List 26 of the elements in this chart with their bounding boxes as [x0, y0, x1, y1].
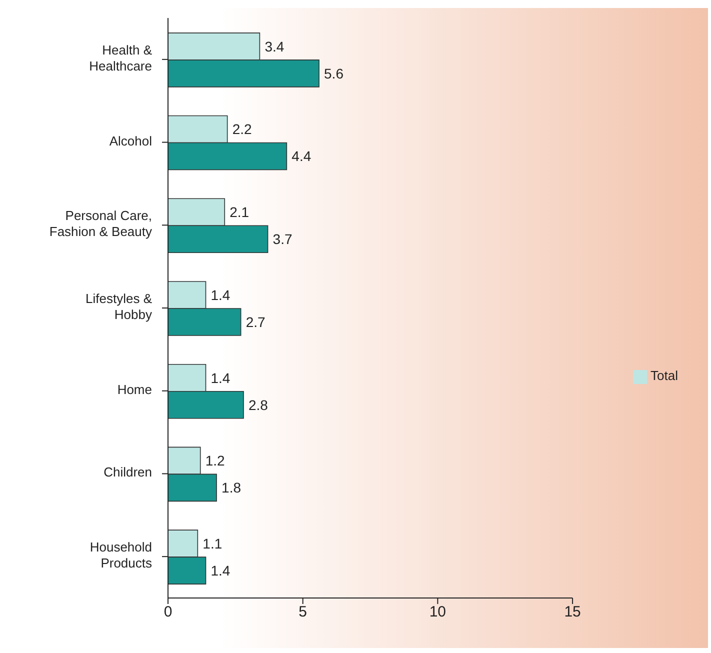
data-label: 4.4 — [292, 148, 312, 164]
data-label: 1.2 — [205, 452, 226, 469]
y-tick-label: Alcohol — [109, 134, 152, 149]
x-tick-label: 10 — [429, 604, 446, 621]
data-label: 3.7 — [272, 231, 292, 248]
data-label: 2.8 — [248, 396, 268, 413]
y-tick-label: Health & Healthcare — [89, 42, 152, 74]
x-tick-label: 5 — [298, 604, 308, 621]
y-tick-label: Lifestyles & Hobby — [86, 291, 152, 322]
data-label: 5.6 — [324, 65, 344, 82]
data-label: 1.4 — [210, 562, 230, 579]
data-label: 1.4 — [210, 286, 230, 303]
data-label: 3.4 — [264, 38, 284, 54]
data-label: 2.7 — [246, 314, 266, 330]
data-label: 2.1 — [230, 204, 250, 220]
x-tick-label: 15 — [564, 604, 581, 621]
y-tick-label: Personal Care, Fashion & Beauty — [49, 208, 152, 240]
data-label: 1.1 — [202, 536, 222, 552]
data-label: 1.4 — [210, 370, 230, 386]
x-tick-label: 0 — [164, 604, 172, 621]
y-tick-label: Children — [104, 465, 152, 480]
data-label: 1.8 — [222, 480, 242, 496]
data-label: 2.2 — [232, 121, 252, 138]
y-tick-label: Household Products — [90, 540, 152, 572]
legend-label: Total — [650, 368, 678, 383]
y-tick-label: Home — [117, 382, 152, 398]
